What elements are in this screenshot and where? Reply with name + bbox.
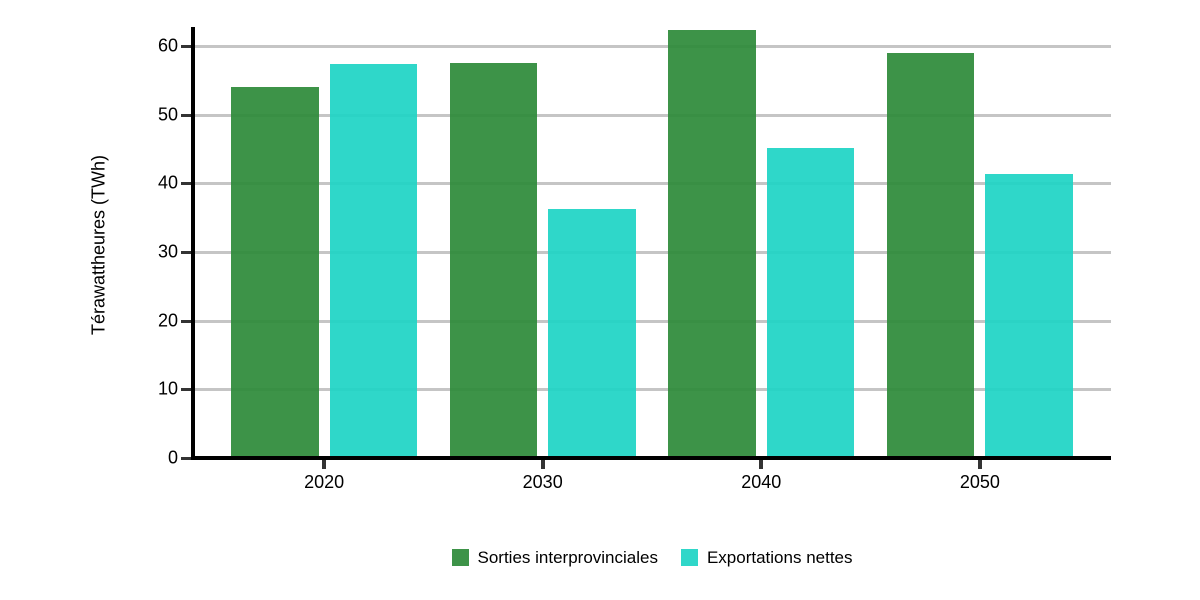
- gridline: [191, 182, 1111, 185]
- x-tick-label: 2040: [741, 472, 782, 492]
- bar: [766, 148, 855, 458]
- y-tick-mark: [181, 251, 191, 254]
- y-tick-mark: [181, 388, 191, 391]
- legend-label: Sorties interprovinciales: [477, 547, 658, 567]
- y-tick-label: 40: [157, 172, 178, 193]
- y-axis-line: [191, 27, 195, 460]
- x-tick-label: 2020: [304, 472, 345, 492]
- x-tick-mark: [759, 460, 764, 469]
- bar: [668, 29, 756, 458]
- legend-label: Exportations nettes: [706, 547, 853, 567]
- y-tick-mark: [181, 45, 191, 48]
- bar: [231, 87, 319, 458]
- gridline: [191, 114, 1111, 117]
- y-tick-label: 60: [157, 35, 178, 56]
- x-tick-mark: [977, 460, 982, 469]
- legend-item-sorties-interprovinciales: Sorties interprovinciales: [451, 547, 658, 567]
- x-tick-label: 2030: [522, 472, 563, 492]
- y-tick-mark: [181, 457, 191, 460]
- y-tick-mark: [181, 182, 191, 185]
- y-tick-label: 0: [167, 447, 178, 468]
- x-tick-mark: [322, 460, 327, 469]
- x-tick-label: 2050: [959, 472, 1000, 492]
- gridline: [191, 320, 1111, 323]
- y-tick-label: 50: [157, 104, 178, 125]
- bar: [985, 173, 1073, 458]
- y-tick-mark: [181, 320, 191, 323]
- y-axis-title: Térawattheures (TWh): [88, 154, 109, 336]
- y-tick-label: 20: [157, 310, 178, 331]
- legend-swatch-green: [451, 548, 469, 566]
- x-axis-line: [191, 456, 1111, 460]
- y-tick-label: 30: [157, 241, 178, 262]
- y-tick-label: 10: [157, 378, 178, 399]
- legend-swatch-cyan: [680, 548, 698, 566]
- bar: [887, 52, 975, 458]
- y-tick-mark: [181, 114, 191, 117]
- x-tick-mark: [540, 460, 545, 469]
- legend-item-exportations-nettes: Exportations nettes: [680, 547, 853, 567]
- chart-legend: Sorties interprovinciales Exportations n…: [193, 544, 1111, 570]
- gridline: [191, 251, 1111, 254]
- bar: [548, 208, 636, 458]
- gridline: [191, 45, 1111, 48]
- gridline: [191, 388, 1111, 391]
- bar: [449, 63, 538, 458]
- bar: [329, 63, 417, 458]
